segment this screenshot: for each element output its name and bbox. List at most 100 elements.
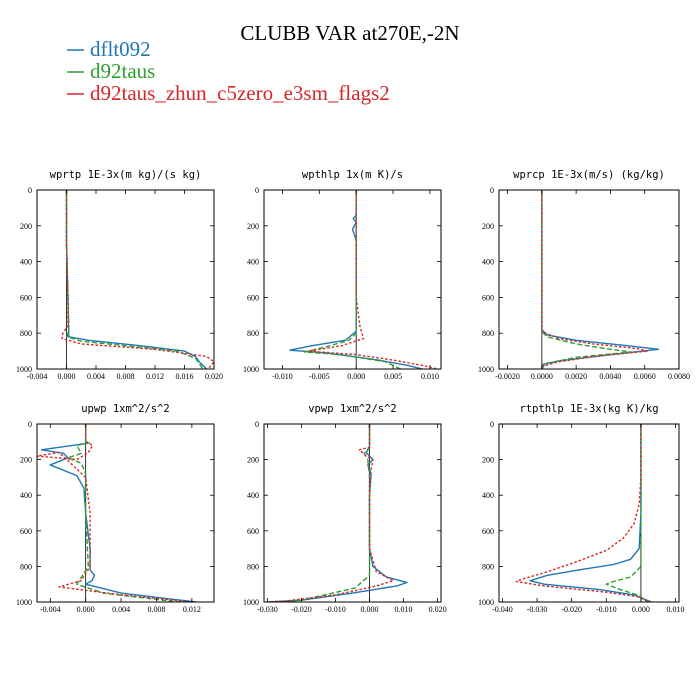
x-tick-label-3-4: 0.012: [183, 605, 201, 614]
series-line-4-2: [267, 424, 395, 602]
x-tick-label-2-1: 0.0000: [531, 372, 553, 381]
series-line-1-2: [307, 190, 438, 369]
x-tick-label-5-5: 0.010: [667, 605, 685, 614]
series-line-4-0: [267, 424, 408, 602]
series-line-4-1: [274, 424, 371, 602]
series-line-2-1: [541, 190, 632, 369]
x-tick-label-5-1: -0.030: [527, 605, 548, 614]
y-tick-label-3-2: 400: [20, 491, 32, 500]
x-tick-label-0-5: 0.016: [176, 372, 194, 381]
y-tick-label-1-4: 800: [247, 329, 259, 338]
y-tick-label-3-1: 200: [20, 456, 32, 465]
plot-frame-4: [263, 423, 442, 603]
series-line-3-1: [67, 424, 179, 602]
y-tick-label-1-2: 400: [247, 258, 259, 267]
x-tick-label-0-2: 0.004: [87, 372, 105, 381]
series-line-3-0: [40, 424, 197, 602]
panel-0: wprtp 1E-3x(m kg)/(s kg) -0.004 0.000 0.004…: [16, 169, 223, 381]
x-tick-label-2-0: -0.0020: [495, 372, 520, 381]
y-tick-label-1-5: 1000: [243, 365, 259, 374]
y-tick-label-5-5: 1000: [478, 598, 494, 607]
panel-title-2: wprcp 1E-3x(m/s) (kg/kg): [513, 169, 665, 181]
plot-frame-3: [36, 423, 215, 603]
panel-title-0: wprtp 1E-3x(m kg)/(s kg): [50, 169, 202, 181]
y-tick-label-4-2: 400: [247, 491, 259, 500]
x-tick-label-3-3: 0.008: [147, 605, 165, 614]
y-tick-label-4-0: 0: [255, 420, 259, 429]
panels: wprtp 1E-3x(m kg)/(s kg) -0.004 0.000 0.004…: [16, 169, 690, 614]
x-tick-label-2-3: 0.0040: [599, 372, 621, 381]
y-tick-label-5-4: 800: [482, 562, 494, 571]
y-tick-label-0-5: 1000: [16, 365, 32, 374]
x-tick-label-1-3: 0.005: [384, 372, 402, 381]
x-tick-label-3-1: 0.000: [77, 605, 95, 614]
panel-2: wprcp 1E-3x(m/s) (kg/kg) -0.0020 0.0000 0.0…: [478, 169, 690, 381]
x-tick-label-5-0: -0.040: [492, 605, 513, 614]
legend-label-1: d92taus: [90, 59, 155, 83]
y-tick-label-3-4: 800: [20, 562, 32, 571]
y-tick-label-5-2: 400: [482, 491, 494, 500]
x-tick-label-0-1: 0.000: [58, 372, 76, 381]
y-tick-label-1-3: 600: [247, 293, 259, 302]
panel-5: rtpthlp 1E-3x(kg K)/kg -0.040 -0.030 -0.020…: [478, 403, 685, 614]
legend-label-0: dflt092: [90, 37, 151, 61]
y-tick-label-0-2: 400: [20, 258, 32, 267]
y-tick-label-0-3: 600: [20, 293, 32, 302]
x-tick-label-1-0: -0.010: [272, 372, 293, 381]
y-tick-label-4-5: 1000: [243, 598, 259, 607]
plot-frame-2: [498, 189, 680, 370]
y-tick-label-3-5: 1000: [16, 598, 32, 607]
x-tick-label-4-5: 0.020: [429, 605, 447, 614]
y-tick-label-2-3: 600: [482, 293, 494, 302]
y-tick-label-0-1: 200: [20, 222, 32, 231]
y-tick-label-1-0: 0: [255, 186, 259, 195]
y-tick-label-2-5: 1000: [478, 365, 494, 374]
x-tick-label-2-2: 0.0020: [565, 372, 587, 381]
panel-title-1: wpthlp 1x(m K)/s: [302, 169, 403, 181]
x-tick-label-0-0: -0.004: [27, 372, 48, 381]
y-tick-label-4-4: 800: [247, 562, 259, 571]
plot-frame-0: [36, 189, 215, 370]
y-tick-label-5-3: 600: [482, 527, 494, 536]
y-tick-label-2-4: 800: [482, 329, 494, 338]
y-tick-label-4-1: 200: [247, 456, 259, 465]
x-tick-label-1-4: 0.010: [421, 372, 439, 381]
series-line-5-1: [605, 424, 649, 602]
y-tick-label-3-3: 600: [20, 527, 32, 536]
series-line-5-2: [515, 424, 650, 602]
panel-3: upwp 1xm^2/s^2 -0.004 0.000 0.004 0.008 0.012…: [16, 403, 215, 614]
y-tick-label-2-0: 0: [490, 186, 494, 195]
y-tick-label-3-0: 0: [28, 420, 32, 429]
series-line-2-0: [541, 190, 660, 369]
panel-1: wpthlp 1x(m K)/s -0.010 -0.005 0.000 0.005 0.…: [243, 169, 442, 381]
x-tick-label-5-4: 0.000: [632, 605, 650, 614]
y-tick-label-5-0: 0: [490, 420, 494, 429]
y-tick-label-0-0: 0: [28, 186, 32, 195]
x-tick-label-4-3: 0.000: [361, 605, 379, 614]
series-line-3-2: [37, 424, 192, 602]
x-tick-label-0-3: 0.008: [117, 372, 135, 381]
plot-frame-1: [263, 189, 442, 370]
x-tick-label-0-6: 0.020: [205, 372, 223, 381]
x-tick-label-4-0: -0.030: [257, 605, 278, 614]
plot-frame-5: [498, 423, 680, 603]
legend-label-2: d92taus_zhun_c5zero_e3sm_flags2: [90, 81, 390, 105]
figure-title: CLUBB VAR at270E,-2N: [240, 21, 459, 45]
x-tick-label-2-4: 0.0060: [634, 372, 656, 381]
y-tick-label-2-1: 200: [482, 222, 494, 231]
series-line-1-1: [303, 190, 401, 369]
series-line-0-2: [61, 190, 214, 369]
x-tick-label-4-4: 0.010: [395, 605, 413, 614]
x-tick-label-1-1: -0.005: [309, 372, 330, 381]
series-line-0-0: [65, 190, 208, 369]
x-tick-label-4-1: -0.020: [291, 605, 312, 614]
y-tick-label-1-1: 200: [247, 222, 259, 231]
y-tick-label-4-3: 600: [247, 527, 259, 536]
y-tick-label-0-4: 800: [20, 329, 32, 338]
panel-title-5: rtpthlp 1E-3x(kg K)/kg: [519, 403, 658, 415]
panel-4: vpwp 1xm^2/s^2 -0.030 -0.020 -0.010 0.000 0.0…: [243, 403, 447, 614]
x-tick-label-0-4: 0.012: [146, 372, 164, 381]
x-tick-label-2-5: 0.0080: [668, 372, 690, 381]
x-tick-label-5-3: -0.010: [596, 605, 617, 614]
